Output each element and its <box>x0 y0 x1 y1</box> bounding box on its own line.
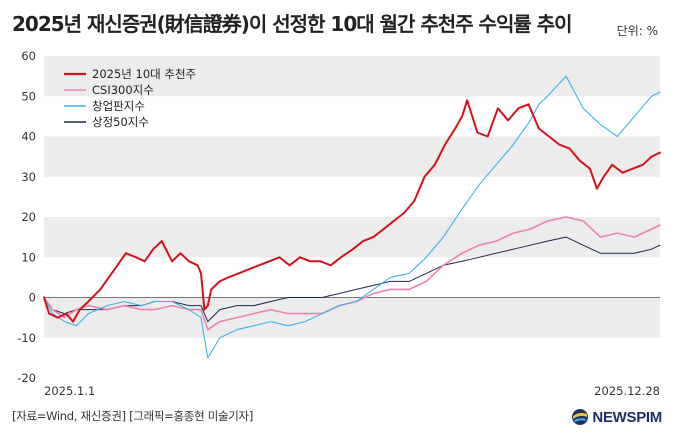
series-line-4 <box>43 236 661 323</box>
y-tick-label: 50 <box>21 89 36 103</box>
y-tick-label: 30 <box>21 170 36 184</box>
logo-text: NEWSPIM <box>592 408 662 426</box>
newspim-globe-icon <box>572 409 589 425</box>
newspim-logo: NEWSPIM <box>571 406 662 428</box>
x-label-start: 2025.1.1 <box>44 384 95 398</box>
legend-label: 창업판지수 <box>92 99 145 113</box>
line-chart: 60 50 40 30 20 10 0 -10 -20 2025.1.1 2025.12.28 202… <box>0 46 680 406</box>
unit-label: 단위: % <box>616 24 658 38</box>
source-credit: [자료=Wind, 재신증권] [그래픽=홍종현 미술기자] <box>12 409 254 423</box>
grid-band <box>44 217 660 258</box>
y-tick-label: -10 <box>17 331 36 345</box>
y-tick-label: 0 <box>29 291 36 305</box>
grid-band <box>44 136 660 177</box>
y-tick-label: 10 <box>21 250 36 264</box>
legend-label: CSI300지수 <box>92 83 154 97</box>
legend-label: 상정50지수 <box>92 115 149 129</box>
grid-band <box>44 56 660 97</box>
chart-svg: 60 50 40 30 20 10 0 -10 -20 2025.1.1 2025.12.28 202… <box>17 49 661 398</box>
y-tick-label: 40 <box>21 130 36 144</box>
chart-title: 2025년 재신증권(財信證券)이 선정한 10대 월간 추천주 수익률 추이 <box>12 12 573 36</box>
legend-label: 2025년 10대 추천주 <box>92 67 196 81</box>
series-line-3 <box>43 75 661 359</box>
x-label-end: 2025.12.28 <box>594 384 660 398</box>
y-tick-label: 60 <box>21 49 36 63</box>
y-tick-label: -20 <box>17 371 36 385</box>
series-line-1 <box>43 99 661 323</box>
y-tick-label: 20 <box>21 210 36 224</box>
grid-band <box>44 297 660 338</box>
